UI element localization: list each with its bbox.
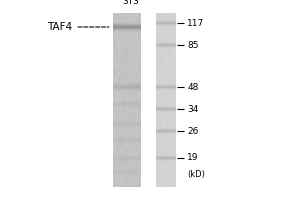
Text: 117: 117 [187, 19, 205, 27]
Text: 85: 85 [187, 40, 199, 49]
Text: 34: 34 [187, 105, 199, 114]
Text: 19: 19 [187, 154, 199, 162]
Text: 26: 26 [187, 127, 199, 136]
Text: 48: 48 [187, 83, 199, 92]
Text: TAF4: TAF4 [47, 22, 109, 32]
Text: 3T3: 3T3 [122, 0, 139, 6]
Text: (kD): (kD) [187, 170, 205, 180]
